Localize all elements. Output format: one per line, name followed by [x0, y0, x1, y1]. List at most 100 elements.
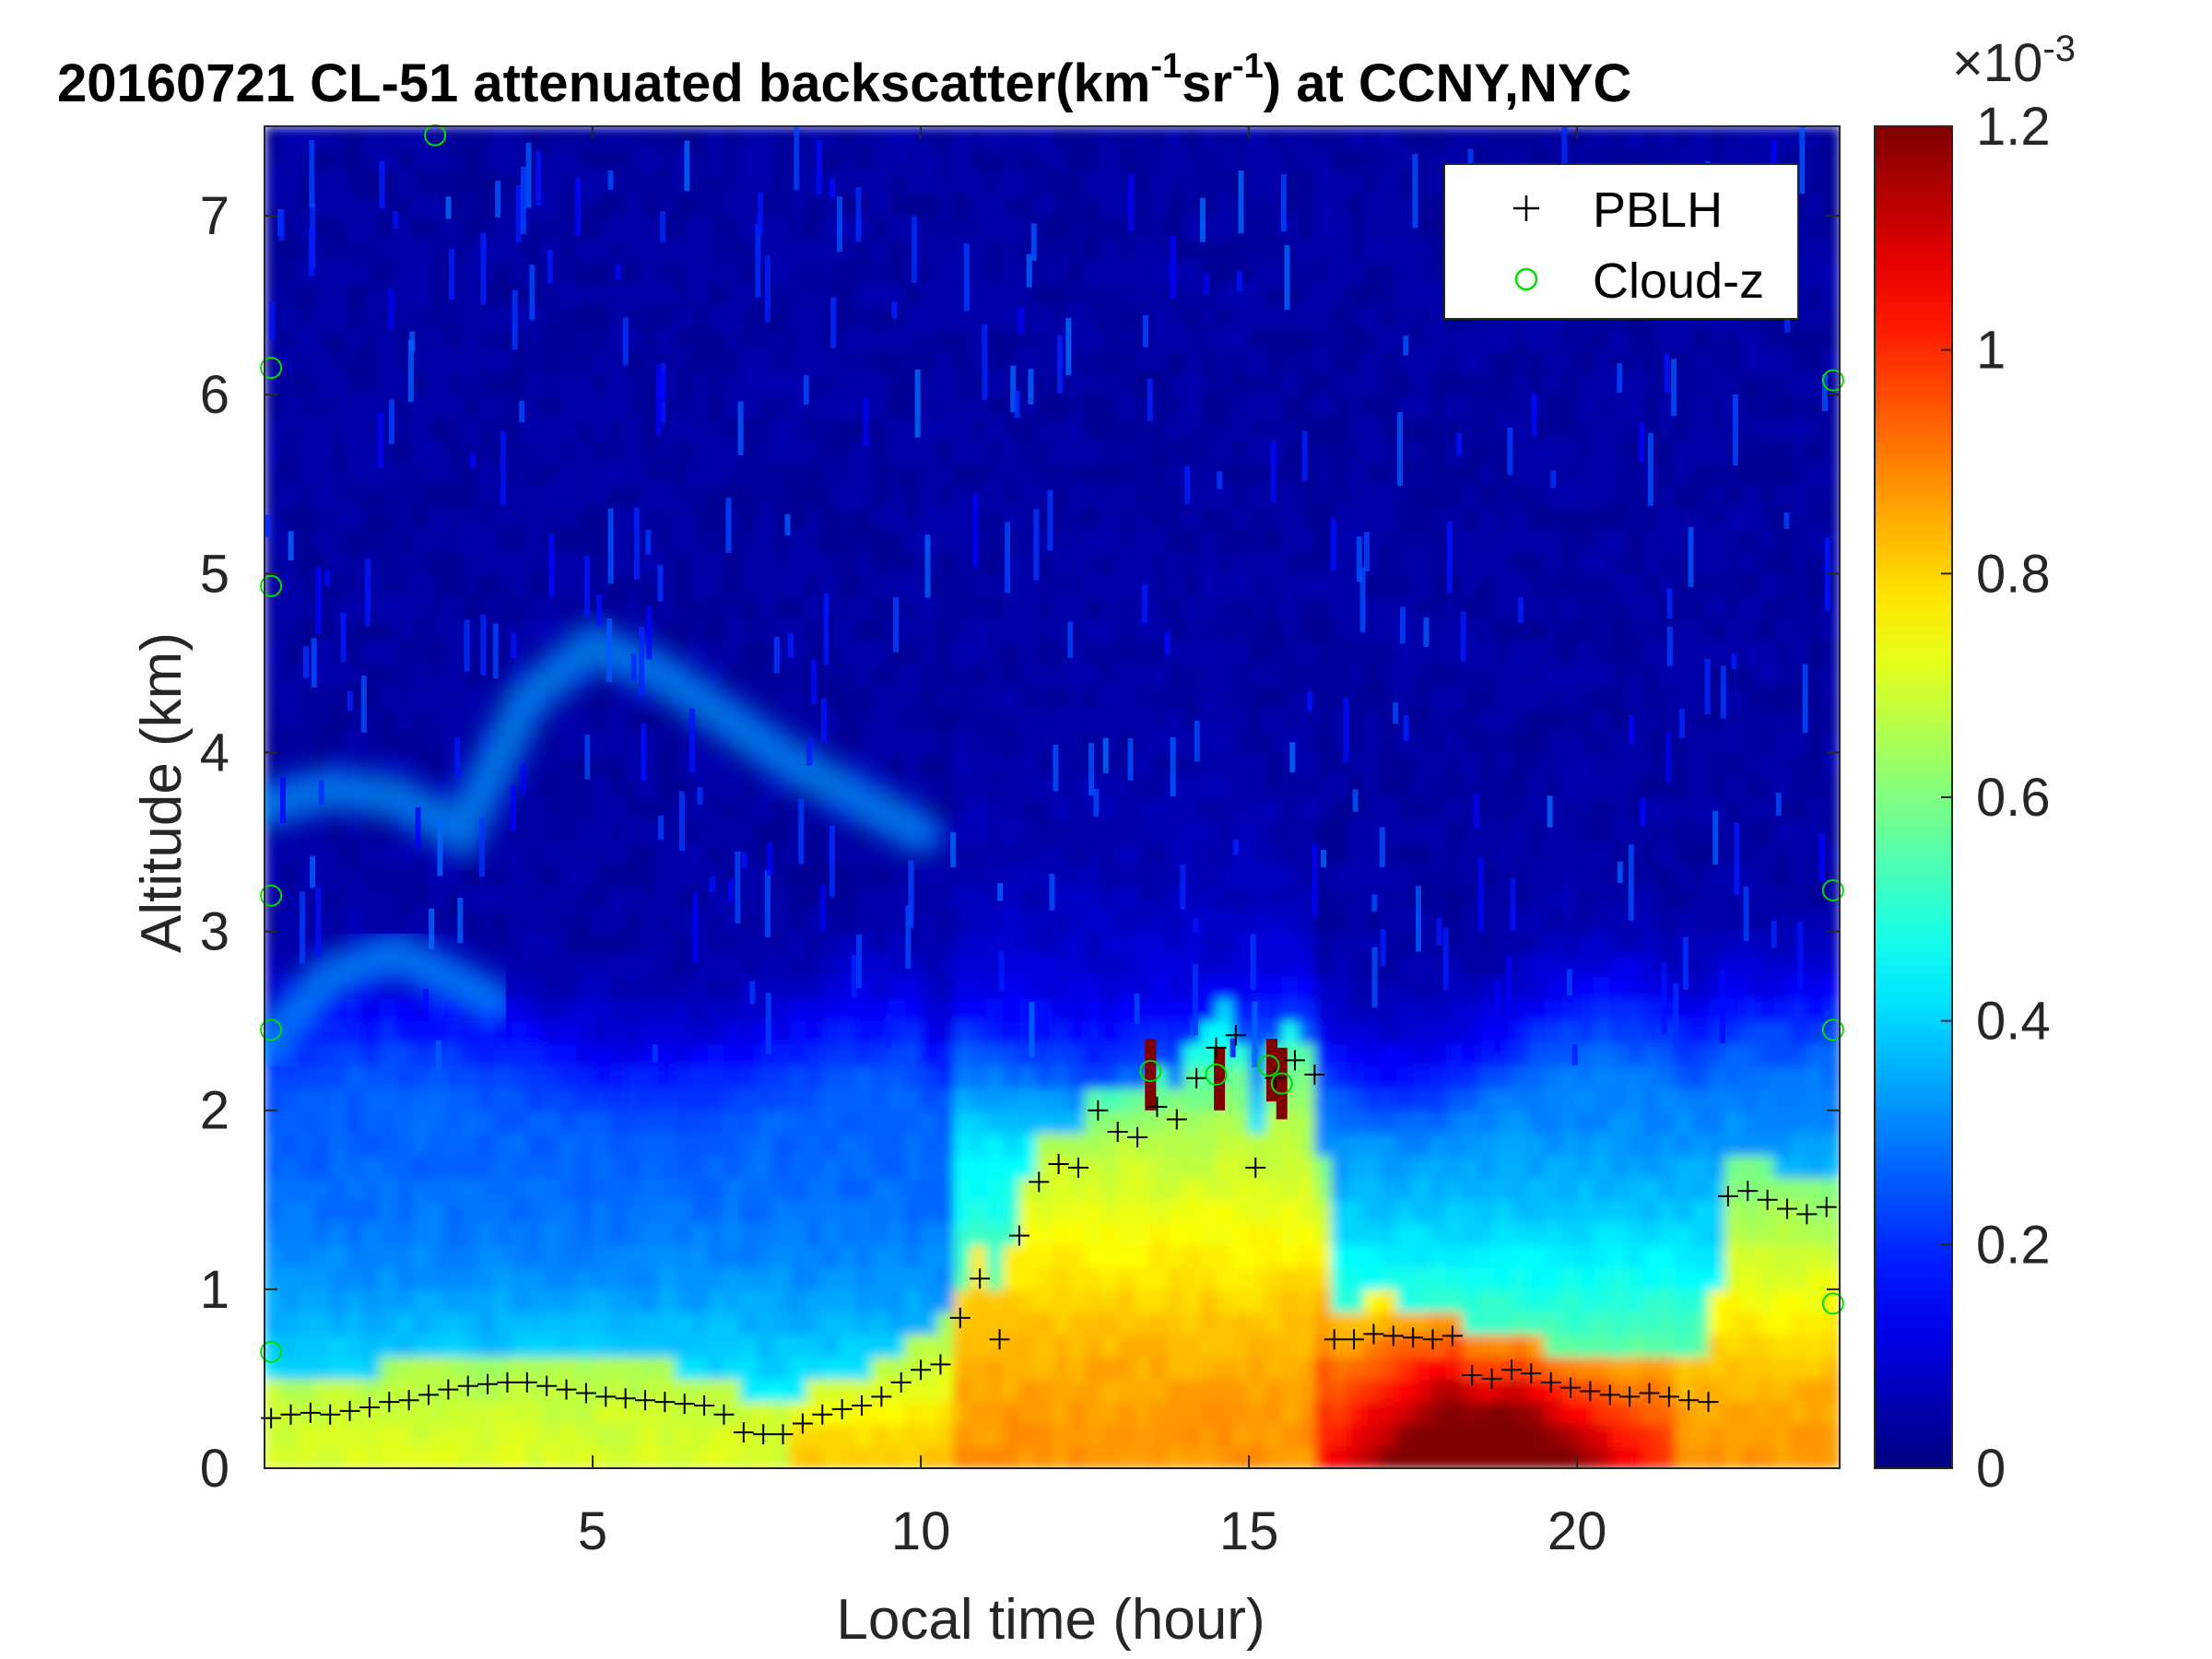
heatmap-cell [707, 887, 725, 911]
heatmap-cell [625, 1133, 643, 1157]
heatmap-cell [362, 1401, 381, 1425]
heatmap-cell [1331, 484, 1348, 508]
heatmap-cell [1298, 595, 1316, 619]
heatmap-cell [313, 1266, 332, 1290]
heatmap-cell [1347, 1199, 1365, 1224]
heatmap-cell [707, 551, 725, 575]
heatmap-cell [1609, 126, 1628, 150]
heatmap-cell [970, 641, 988, 665]
heatmap-cell [1134, 484, 1152, 508]
heatmap-cell [1445, 1445, 1464, 1468]
heatmap-cell [921, 1334, 938, 1358]
heatmap-cell [477, 417, 496, 441]
heatmap-cell [543, 1334, 561, 1358]
heatmap-cell [1380, 1110, 1398, 1134]
heatmap-cell [1347, 484, 1365, 508]
heatmap-cell [1347, 841, 1365, 865]
heatmap-cell [1429, 394, 1447, 418]
heatmap-cell [280, 953, 299, 978]
heatmap-cell [608, 1042, 627, 1067]
heatmap-cell [641, 1401, 660, 1425]
heatmap-cell [1167, 1222, 1184, 1246]
heatmap-cell [1380, 663, 1398, 687]
heatmap-cell [854, 1222, 873, 1246]
heatmap-cell [1495, 730, 1512, 754]
heatmap-cell [1593, 1133, 1611, 1157]
heatmap-cell [986, 1378, 1005, 1403]
heatmap-cell [412, 1065, 430, 1089]
heatmap-cell [1100, 663, 1119, 687]
heatmap-cell [641, 551, 660, 575]
heatmap-cell [936, 371, 955, 396]
heatmap-cell [265, 1401, 282, 1425]
heatmap-cell [625, 1065, 643, 1089]
heatmap-cell [871, 1042, 889, 1067]
heatmap-cell [936, 1155, 955, 1179]
heatmap-cell [1380, 216, 1398, 240]
heatmap-cell [1052, 394, 1070, 418]
heatmap-cell [444, 417, 463, 441]
heatmap-cell [494, 1088, 512, 1112]
heatmap-cell [1052, 238, 1070, 262]
heatmap-cell [608, 171, 627, 194]
heatmap-cell [593, 998, 610, 1022]
heatmap-cell [593, 417, 610, 441]
heatmap-cell [1003, 1356, 1020, 1380]
heatmap-cell [1281, 327, 1300, 351]
heatmap-cell [1134, 1133, 1152, 1157]
heatmap-cell [1511, 752, 1529, 776]
heatmap-cell [1527, 641, 1546, 665]
heatmap-cell [707, 1356, 725, 1380]
heatmap-cell [429, 394, 446, 418]
heatmap-cell [839, 864, 856, 888]
heatmap-cell [1314, 931, 1333, 955]
heatmap-cell [1216, 193, 1234, 218]
heatmap-cell [1249, 887, 1266, 911]
heatmap-cell [593, 1177, 610, 1201]
heatmap-cell [576, 506, 594, 530]
heatmap-cell [772, 193, 791, 218]
heatmap-cell [839, 1334, 856, 1358]
heatmap-cell [347, 305, 364, 329]
heatmap-cell [658, 1266, 677, 1290]
heatmap-cell [1150, 349, 1169, 373]
heatmap-cell [1560, 641, 1579, 665]
heatmap-cell [461, 1401, 479, 1425]
heatmap-cell [986, 1334, 1005, 1358]
heatmap-cell [641, 371, 660, 396]
heatmap-cell [576, 148, 594, 172]
heatmap-cell [297, 1334, 315, 1358]
heatmap-cell [1018, 1244, 1037, 1268]
heatmap-cell [675, 1423, 692, 1447]
heatmap-cell [1462, 774, 1480, 798]
heatmap-cell [1363, 618, 1382, 642]
heatmap-cell [444, 1288, 463, 1313]
heatmap-cell [362, 1110, 381, 1134]
heatmap-cell [1003, 909, 1020, 933]
heatmap-cell [1085, 305, 1102, 329]
heatmap-cell [412, 216, 430, 240]
heatmap-cell [559, 1222, 578, 1246]
heatmap-cell [593, 931, 610, 955]
heatmap-cell [461, 1445, 479, 1468]
heatmap-cell [1429, 1288, 1447, 1313]
heatmap-cell [675, 484, 692, 508]
heatmap-cell [1347, 1042, 1365, 1067]
heatmap-cell [576, 797, 594, 821]
heatmap-cell [724, 797, 742, 821]
heatmap-cell [1035, 1088, 1053, 1112]
heatmap-cell [1478, 1288, 1497, 1313]
heatmap-cell [576, 707, 594, 732]
heatmap-cell [871, 1401, 889, 1425]
heatmap-cell [904, 1401, 923, 1425]
heatmap-cell [1495, 864, 1512, 888]
heatmap-cell [494, 1244, 512, 1268]
heatmap-cell [904, 528, 923, 553]
heatmap-cell [871, 663, 889, 687]
heatmap-cell [953, 1088, 971, 1112]
heatmap-cell [429, 887, 446, 911]
heatmap-cell [1167, 1177, 1184, 1201]
heatmap-cell [921, 1133, 938, 1157]
heatmap-cell [526, 371, 545, 396]
heatmap-cell [675, 193, 692, 218]
